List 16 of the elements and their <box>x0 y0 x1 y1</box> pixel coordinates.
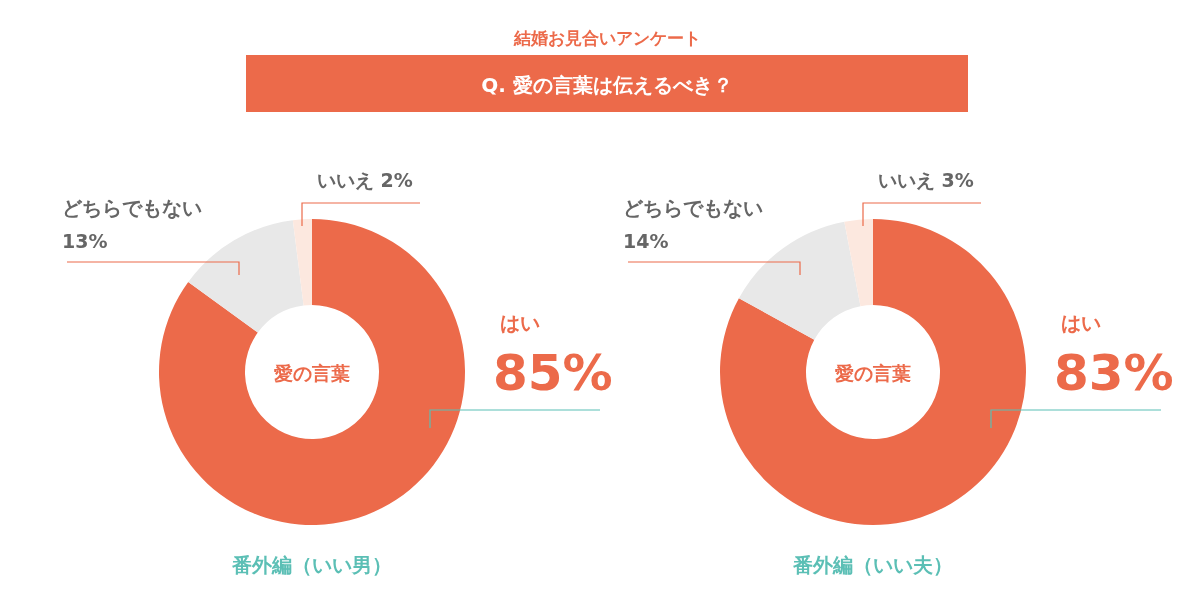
text: 番外編（いい男） <box>231 553 392 577</box>
text: 愛の言葉 <box>835 362 911 384</box>
slice-label: はい <box>1061 311 1101 335</box>
slice-label: いいえ 2% <box>317 169 413 191</box>
data-label: 13% <box>62 230 108 252</box>
slice-label: どちらでもない <box>623 196 763 220</box>
slice-label: はい <box>500 311 540 335</box>
text: 愛の言葉 <box>274 362 350 384</box>
slice-label: どちらでもない <box>62 196 202 220</box>
data-label: 14% <box>623 230 669 252</box>
text: Q. 愛の言葉は伝えるべき？ <box>481 73 733 97</box>
text: 番外編（いい夫） <box>792 553 953 577</box>
slice-label: いいえ 3% <box>878 169 974 191</box>
data-label: 85% <box>493 344 613 402</box>
text: 結婚お見合いアンケート <box>512 28 701 48</box>
data-label: 83% <box>1054 344 1174 402</box>
